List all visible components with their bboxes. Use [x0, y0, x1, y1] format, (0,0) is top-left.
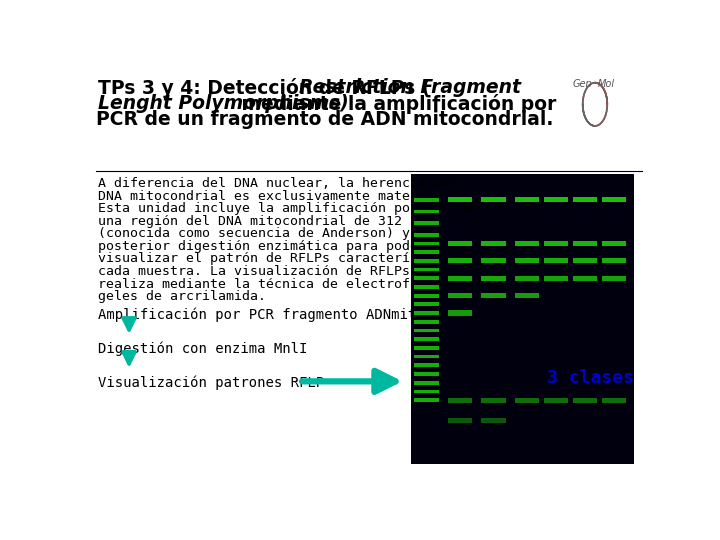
Bar	[414, 328, 438, 332]
Text: Mol: Mol	[598, 79, 615, 89]
Text: Digestión con enzima MnlI: Digestión con enzima MnlI	[99, 341, 307, 356]
Bar	[414, 302, 438, 306]
Bar	[481, 258, 505, 264]
Text: Restriction Fragment: Restriction Fragment	[300, 78, 521, 97]
Bar	[414, 294, 438, 298]
Bar	[515, 197, 539, 202]
Bar	[414, 259, 438, 262]
FancyBboxPatch shape	[411, 174, 634, 464]
Bar	[448, 418, 472, 423]
Text: una región del DNA mitocondrial de 312 pb: una región del DNA mitocondrial de 312 p…	[99, 215, 426, 228]
Text: (conocida como secuencia de Anderson) y su: (conocida como secuencia de Anderson) y …	[99, 227, 434, 240]
Bar	[448, 293, 472, 298]
Bar	[414, 210, 438, 213]
Bar	[572, 258, 597, 264]
Bar	[448, 310, 472, 316]
Bar	[481, 241, 505, 246]
Text: posterior digestión enzimática para poder: posterior digestión enzimática para pode…	[99, 240, 426, 253]
Text: TPs 3 y 4: Detección de RFLPs (: TPs 3 y 4: Detección de RFLPs (	[99, 78, 431, 98]
Bar	[414, 311, 438, 315]
Bar	[481, 397, 505, 403]
Bar	[515, 241, 539, 246]
Bar	[544, 241, 568, 246]
Bar	[544, 258, 568, 264]
Text: Esta unidad incluye la amplificación por PCR de: Esta unidad incluye la amplificación por…	[99, 202, 474, 215]
Bar	[414, 398, 438, 402]
Bar	[414, 241, 438, 245]
Bar	[602, 397, 626, 403]
Text: Lenght Polymorphisms): Lenght Polymorphisms)	[99, 94, 349, 113]
Bar	[448, 197, 472, 202]
Bar	[544, 197, 568, 202]
Bar	[602, 197, 626, 202]
Bar	[515, 275, 539, 281]
Text: cada muestra. La visualización de RFLPs se: cada muestra. La visualización de RFLPs …	[99, 265, 434, 278]
Text: mediante la amplificación por: mediante la amplificación por	[235, 94, 556, 114]
Bar	[414, 268, 438, 272]
Bar	[414, 233, 438, 237]
Bar	[572, 275, 597, 281]
Bar	[481, 293, 505, 298]
Text: Amplificación por PCR fragmento ADNmit: Amplificación por PCR fragmento ADNmit	[99, 307, 417, 322]
Text: PCR de un fragmento de ADN mitocondrial.: PCR de un fragmento de ADN mitocondrial.	[96, 110, 553, 130]
Text: geles de arcrilamida.: geles de arcrilamida.	[99, 290, 266, 303]
Bar	[481, 197, 505, 202]
Bar	[414, 355, 438, 359]
Bar	[414, 221, 438, 225]
Text: visualizar el patrón de RFLPs característico de: visualizar el patrón de RFLPs caracterís…	[99, 253, 474, 266]
Bar	[544, 275, 568, 281]
Bar	[602, 241, 626, 246]
Bar	[515, 397, 539, 403]
Text: 3 clases: 3 clases	[547, 369, 634, 387]
Bar	[414, 381, 438, 384]
Bar	[448, 258, 472, 264]
Bar	[572, 397, 597, 403]
Bar	[448, 275, 472, 281]
Text: Visualización patrones RFLP: Visualización patrones RFLP	[99, 375, 325, 390]
Bar	[481, 418, 505, 423]
Bar	[515, 258, 539, 264]
Bar	[414, 198, 438, 202]
Text: A diferencia del DNA nuclear, la herencia del: A diferencia del DNA nuclear, la herenci…	[99, 177, 459, 190]
Bar	[515, 293, 539, 298]
Text: Gen: Gen	[572, 79, 593, 89]
Bar	[544, 397, 568, 403]
Bar	[414, 250, 438, 254]
Text: realiza mediante la técnica de electroforesis en: realiza mediante la técnica de electrofo…	[99, 278, 482, 291]
Bar	[414, 372, 438, 376]
Bar	[414, 276, 438, 280]
Bar	[448, 397, 472, 403]
Bar	[572, 197, 597, 202]
Bar	[414, 363, 438, 367]
Bar	[481, 275, 505, 281]
Bar	[572, 241, 597, 246]
Bar	[414, 389, 438, 393]
Bar	[414, 285, 438, 289]
Bar	[414, 338, 438, 341]
Bar	[414, 346, 438, 350]
Bar	[602, 258, 626, 264]
Bar	[602, 275, 626, 281]
Bar	[414, 320, 438, 323]
Bar	[448, 241, 472, 246]
Text: DNA mitocondrial es exclusivamente materna.: DNA mitocondrial es exclusivamente mater…	[99, 190, 442, 202]
